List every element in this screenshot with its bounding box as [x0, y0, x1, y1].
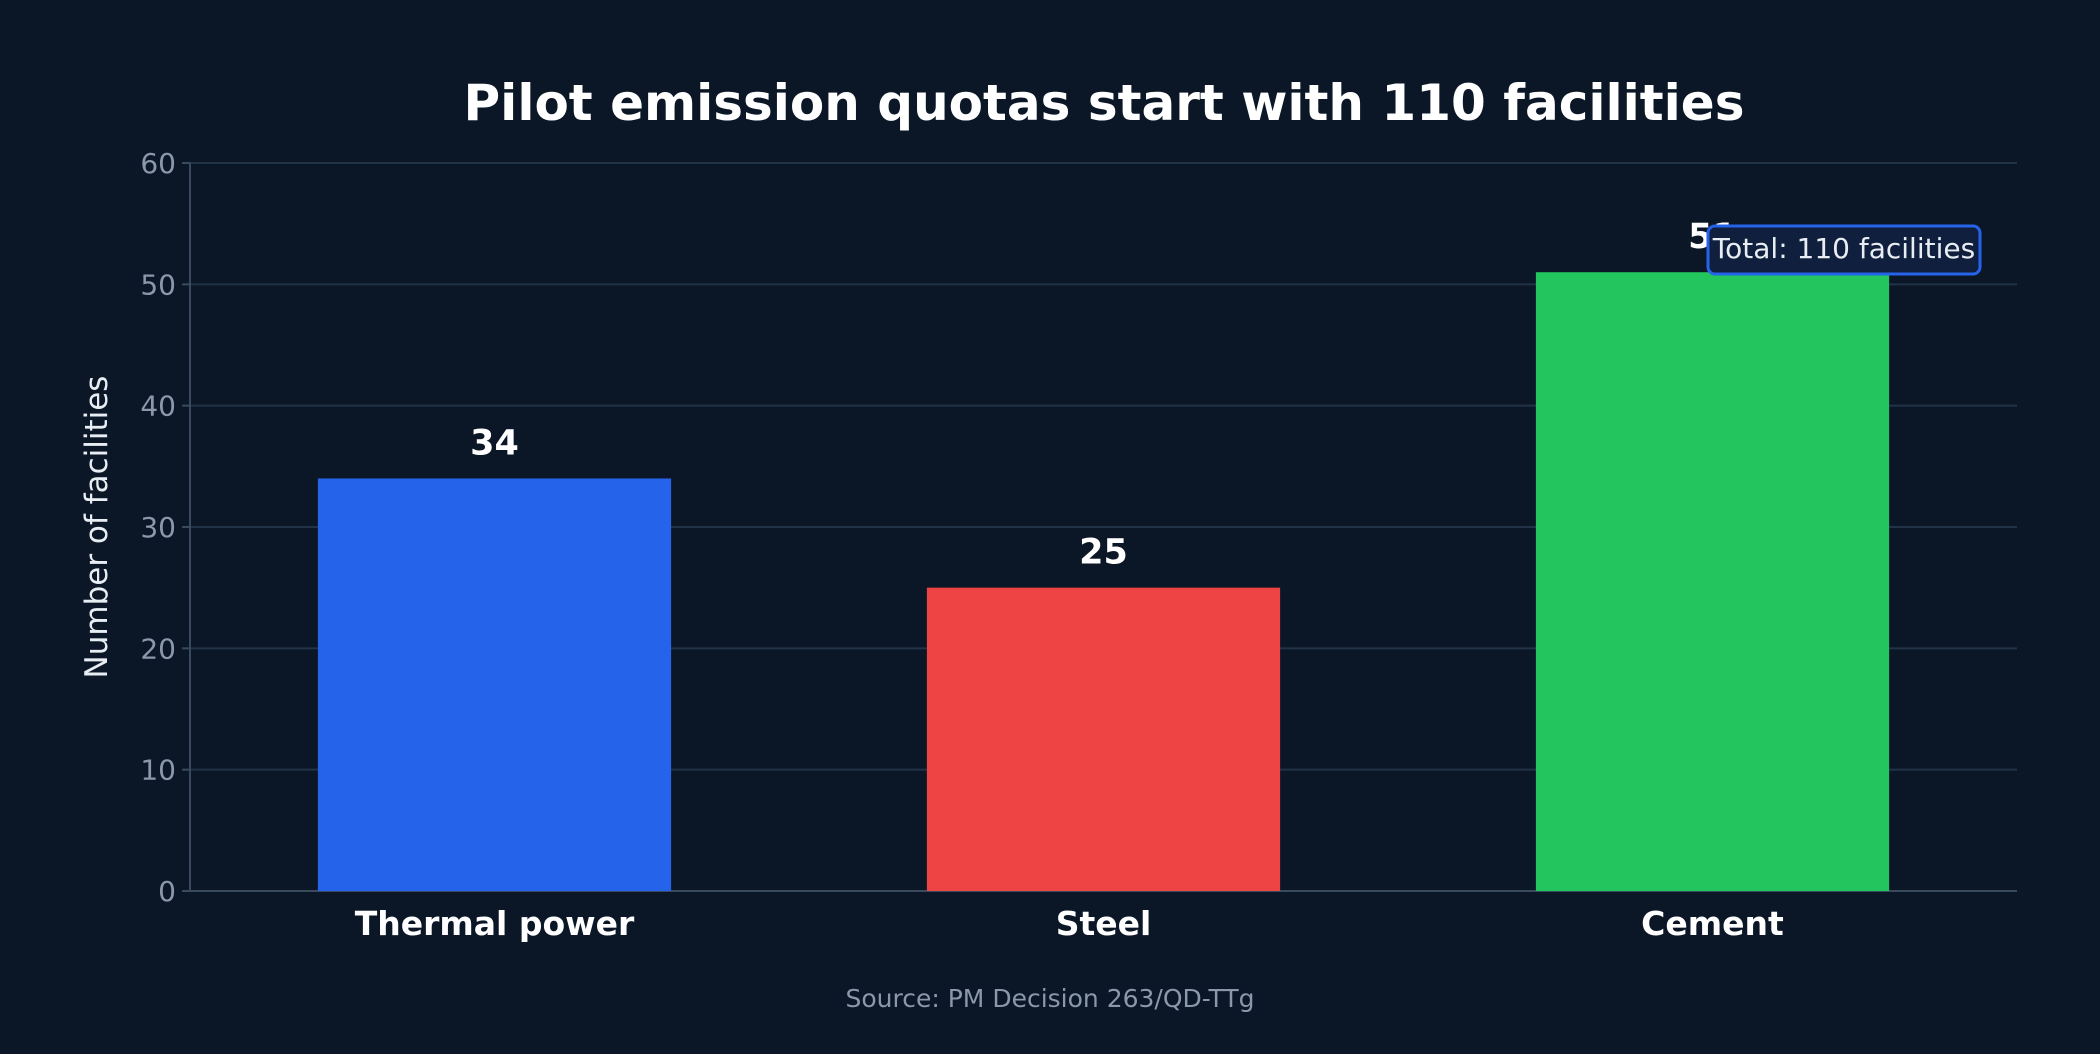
annotation-box: [1706, 224, 1982, 276]
source-note: Source: PM Decision 263/QD-TTg: [846, 984, 1255, 1013]
y-tick-label: 10: [140, 754, 176, 787]
y-tick-label: 40: [140, 390, 176, 423]
chart-title: Pilot emission quotas start with 110 fac…: [464, 74, 1745, 132]
bar: [1535, 272, 1890, 891]
y-axis-title: Number of facilities: [79, 376, 115, 679]
category-labels: Thermal power Steel Cement: [355, 904, 1784, 943]
x-category-label: Thermal power: [355, 904, 635, 943]
total-annotation: Total: 110 facilities: [1706, 224, 1982, 276]
bar: [317, 478, 672, 891]
bars: [317, 272, 1890, 891]
y-tick-label: 20: [140, 632, 176, 665]
y-tick-label: 0: [158, 875, 176, 908]
y-axis-ticks: 0 10 20 30 40 50 60: [140, 147, 190, 908]
annotation-text: Total: 110 facilities: [1712, 232, 1975, 265]
y-tick-label: 60: [140, 147, 176, 180]
bar-value-label: 25: [1079, 533, 1128, 573]
bar-value-label: 34: [470, 423, 519, 463]
bar: [926, 587, 1281, 891]
y-tick-label: 50: [140, 268, 176, 301]
x-category-label: Steel: [1056, 904, 1152, 943]
y-tick-label: 30: [140, 511, 176, 544]
x-category-label: Cement: [1641, 904, 1784, 943]
